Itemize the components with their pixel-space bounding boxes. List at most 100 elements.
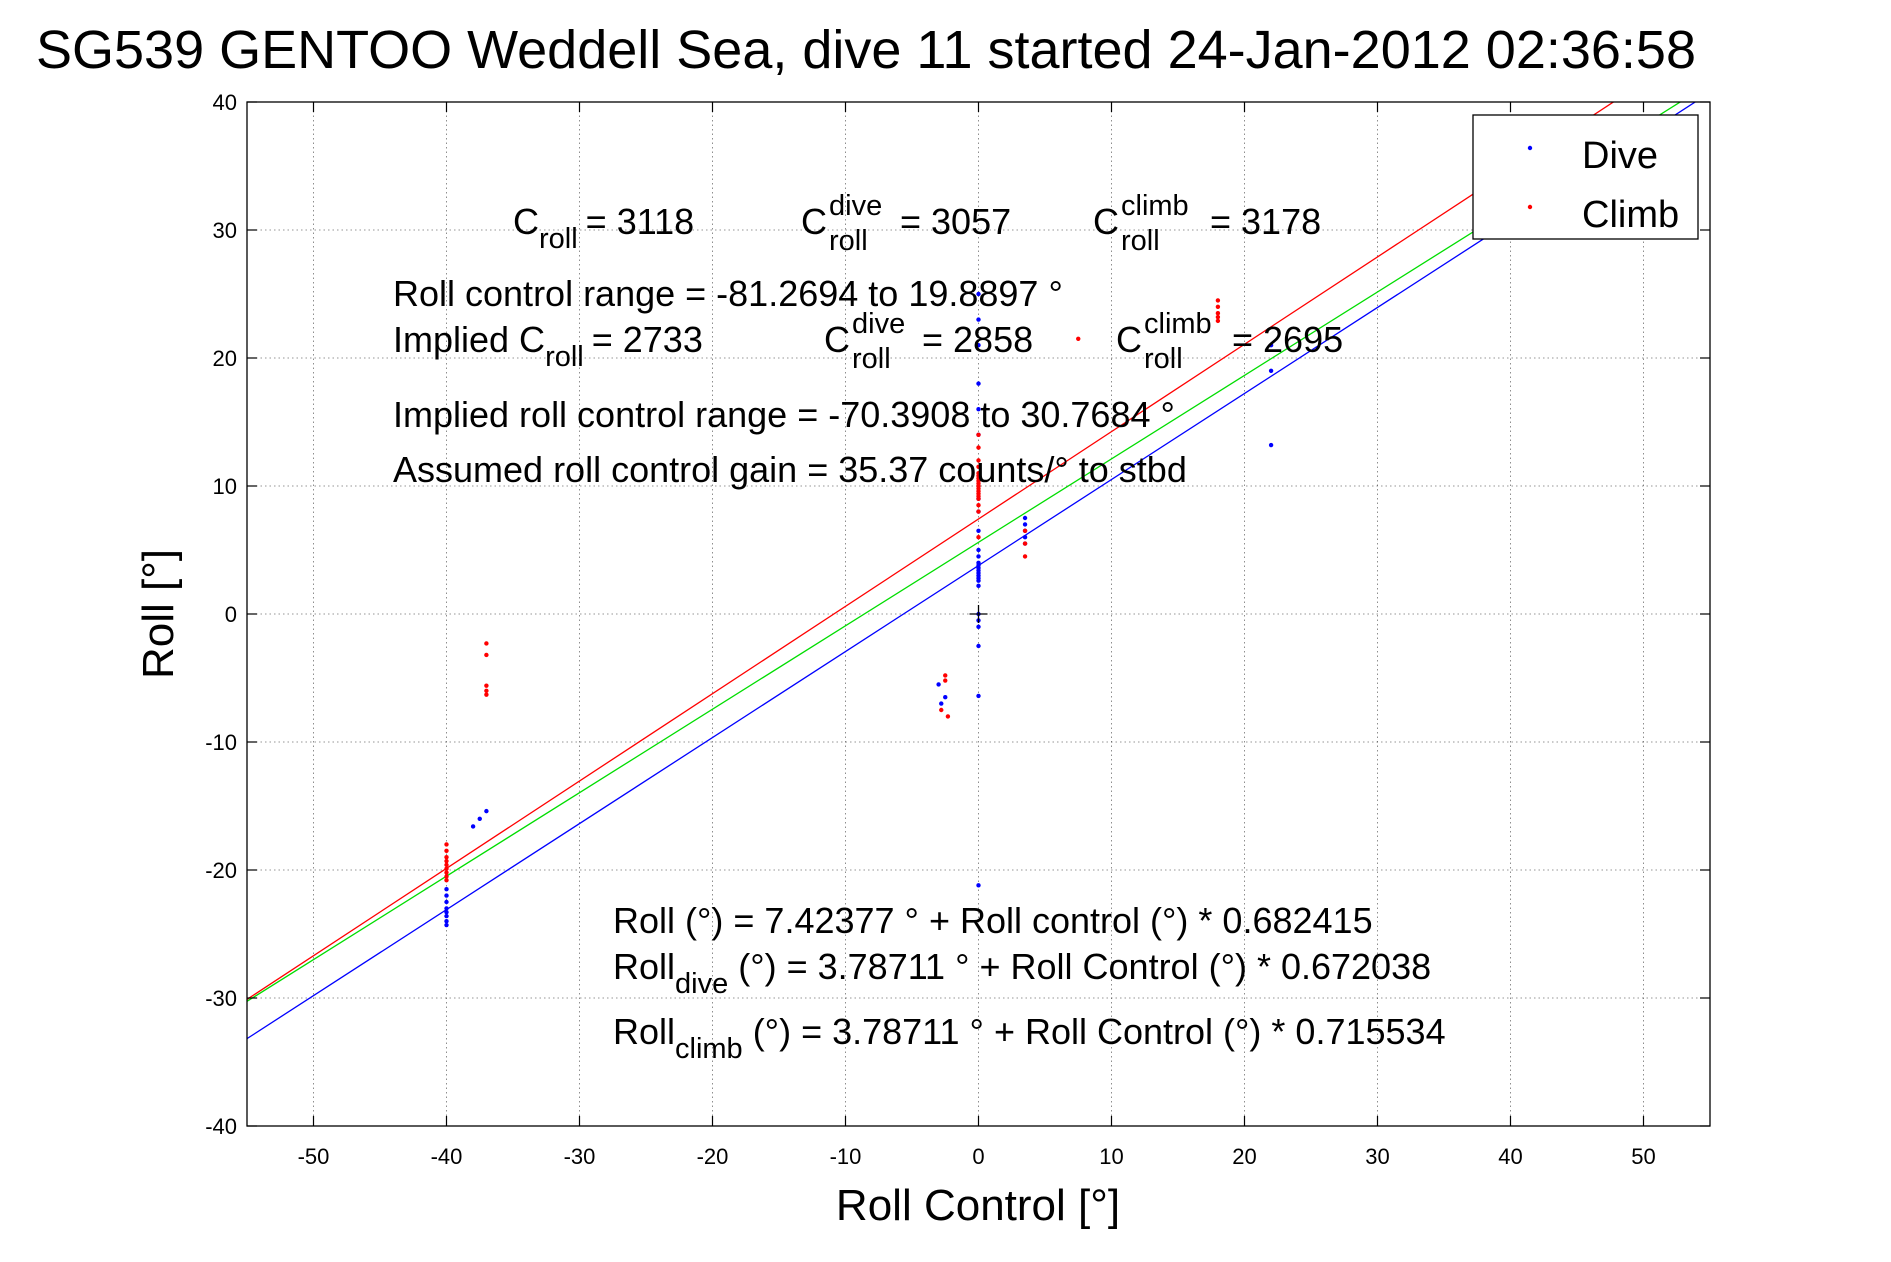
dive-point xyxy=(976,407,981,412)
dive-point xyxy=(1022,515,1028,521)
climb-point xyxy=(943,673,948,678)
climb-point xyxy=(976,535,981,540)
climb-point xyxy=(444,855,449,860)
x-tick-label: 30 xyxy=(1365,1144,1389,1169)
climb-point xyxy=(444,866,449,871)
c-dive-symbol: C xyxy=(801,201,827,242)
annotation-implied-c-dive: C xyxy=(824,319,850,360)
annotation-c-dive-sup: dive xyxy=(829,190,882,222)
axis-ticks: -50 -40 -30 -20 -10 0 10 20 30 40 50 -40 -30 -20 -10 0 1… xyxy=(205,90,1710,1169)
climb-point xyxy=(945,714,951,719)
x-tick-label: -10 xyxy=(830,1144,862,1169)
x-tick-label: 20 xyxy=(1232,1144,1256,1169)
fit-line xyxy=(247,102,1615,1000)
x-tick-label: -20 xyxy=(697,1144,729,1169)
climb-point xyxy=(1022,528,1028,533)
c-roll-symbol: C xyxy=(513,201,539,242)
climb-point xyxy=(444,842,449,847)
climb-point xyxy=(976,509,981,514)
annotation-c-dive-value: = 3057 xyxy=(900,201,1011,242)
annotation-implied-c-dive-sup: dive xyxy=(852,308,905,340)
x-tick-label: 40 xyxy=(1498,1144,1522,1169)
dive-point xyxy=(939,701,944,706)
implied-c-roll-value: = 2733 xyxy=(592,319,703,360)
eq-dive-main: Roll xyxy=(613,946,675,987)
center-marker xyxy=(969,605,988,623)
annotation-eq-dive: Rolldive (°) = 3.78711 ° + Roll Control … xyxy=(613,946,1431,1000)
dive-point xyxy=(444,899,449,905)
climb-point xyxy=(976,496,981,501)
legend-climb-label: Climb xyxy=(1582,194,1679,236)
climb-point xyxy=(1215,304,1221,309)
dive-point xyxy=(976,554,981,559)
annotation-implied-c-climb: C xyxy=(1116,319,1142,360)
eq-climb-rest: (°) = 3.78711 ° + Roll Control (°) * 0.7… xyxy=(743,1011,1446,1052)
dive-point xyxy=(976,317,981,322)
x-tick-label: -30 xyxy=(564,1144,596,1169)
dive-point xyxy=(444,913,449,919)
dive-point xyxy=(444,887,449,892)
dive-point xyxy=(444,893,449,898)
eq-dive-rest: (°) = 3.78711 ° + Roll Control (°) * 0.6… xyxy=(728,946,1431,987)
fit-line xyxy=(247,102,1682,1002)
annotation-implied-c-climb-value: = 2695 xyxy=(1232,319,1343,360)
climb-point xyxy=(444,862,449,868)
dive-point xyxy=(976,528,981,533)
x-axis-label: Roll Control [°] xyxy=(836,1181,1120,1230)
dive-point xyxy=(444,919,449,924)
annotation-implied-c-climb-sub: roll xyxy=(1144,343,1183,375)
dive-point xyxy=(976,547,981,553)
dive-point xyxy=(444,910,449,915)
climb-point xyxy=(1215,298,1221,303)
dive-point xyxy=(976,693,981,699)
climb-point xyxy=(444,874,449,879)
climb-point xyxy=(1022,554,1028,559)
implied-c-roll-sub: roll xyxy=(545,341,584,373)
climb-point xyxy=(1022,541,1028,546)
data-points xyxy=(444,291,1274,928)
annotation-roll-control-range: Roll control range = -81.2694 to 19.8897… xyxy=(393,273,1063,314)
dive-point xyxy=(1022,522,1028,527)
annotation-implied-c-climb-sup: climb xyxy=(1144,308,1212,340)
dive-point xyxy=(976,291,981,297)
y-tick-label: -30 xyxy=(205,986,237,1011)
implied-c-roll-symbol: Implied C xyxy=(393,319,545,360)
annotation-c-dive: C xyxy=(801,201,827,242)
dive-point xyxy=(1268,368,1274,373)
y-tick-label: 10 xyxy=(213,474,237,499)
annotation-c-climb-sub: roll xyxy=(1121,225,1160,257)
x-tick-label: -50 xyxy=(298,1144,330,1169)
eq-climb-main: Roll xyxy=(613,1011,675,1052)
annotation-implied-c-dive-value: = 2858 xyxy=(922,319,1033,360)
climb-point xyxy=(444,858,449,864)
legend: Dive Climb xyxy=(1472,114,1699,240)
dive-point xyxy=(976,643,981,649)
climb-point xyxy=(1215,318,1221,324)
dive-point xyxy=(976,343,981,348)
annotation-eq-climb: Rollclimb (°) = 3.78711 ° + Roll Control… xyxy=(613,1011,1446,1065)
climb-point xyxy=(484,692,489,697)
x-tick-label: -40 xyxy=(431,1144,463,1169)
legend-box xyxy=(1472,114,1699,240)
annotation-implied-c-roll: Implied Croll = 2733 xyxy=(393,319,703,373)
climb-point xyxy=(976,464,981,469)
eq-climb-sub: climb xyxy=(675,1033,743,1065)
annotation-assumed-gain: Assumed roll control gain = 35.37 counts… xyxy=(393,449,1187,490)
c-roll-sub: roll xyxy=(539,223,578,255)
climb-point xyxy=(976,445,981,450)
dive-point xyxy=(976,381,981,386)
climb-point xyxy=(976,432,981,437)
dive-point xyxy=(444,906,449,911)
dive-point xyxy=(1022,535,1028,540)
x-tick-label: 10 xyxy=(1099,1144,1123,1169)
dive-point xyxy=(976,583,981,589)
climb-point xyxy=(484,652,489,658)
annotation-c-climb: C xyxy=(1093,201,1119,242)
climb-point xyxy=(444,848,449,853)
chart-title: SG539 GENTOO Weddell Sea, dive 11 starte… xyxy=(36,20,1696,80)
annotation-eq-all: Roll (°) = 7.42377 ° + Roll control (°) … xyxy=(613,900,1373,941)
y-tick-label: 20 xyxy=(213,346,237,371)
dive-point xyxy=(477,816,482,821)
annotation-c-roll: Croll = 3118 xyxy=(513,201,694,255)
y-tick-label: -40 xyxy=(205,1114,237,1139)
